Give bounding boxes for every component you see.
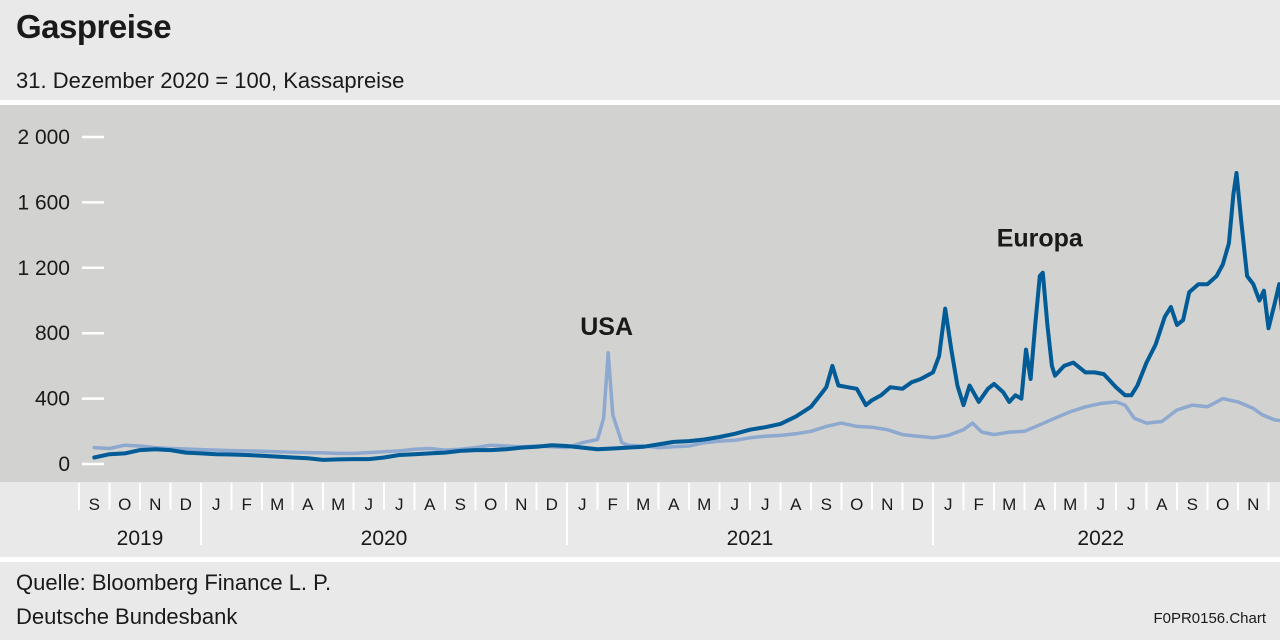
footer-divider <box>0 557 1280 562</box>
x-month-label: M <box>1063 495 1077 514</box>
x-month-label: J <box>1097 495 1106 514</box>
x-month-label: F <box>608 495 618 514</box>
plot-background <box>0 105 1280 482</box>
x-month-label: F <box>974 495 984 514</box>
x-month-label: M <box>636 495 650 514</box>
series-annotation: USA <box>580 313 633 341</box>
x-month-label: F <box>242 495 252 514</box>
chart-title: Gaspreise <box>16 8 172 45</box>
y-tick-label: 1 600 <box>17 191 70 214</box>
x-year-label: 2021 <box>727 527 774 550</box>
source-text: Quelle: Bloomberg Finance L. P. <box>16 570 332 595</box>
y-axis: 0 400 800 1 200 1 600 2 000 <box>17 126 104 476</box>
y-tick-label: 0 <box>58 453 70 476</box>
x-axis: S O N D J F M A M J J A S O N D J F M A M J J A S O N D J F M A M J J A S O N2… <box>78 483 1270 550</box>
x-month-label: N <box>149 495 161 514</box>
x-month-label: A <box>668 495 680 514</box>
header-divider <box>0 100 1280 105</box>
x-month-label: D <box>912 495 924 514</box>
y-tick-label: 1 200 <box>17 257 70 280</box>
x-month-label: M <box>331 495 345 514</box>
x-year-label: 2022 <box>1077 527 1124 550</box>
y-tick-label: 2 000 <box>17 126 70 149</box>
x-month-label: A <box>1034 495 1046 514</box>
x-month-label: J <box>365 495 374 514</box>
chart-id: F0PR0156.Chart <box>1153 610 1266 627</box>
x-month-label: J <box>578 495 587 514</box>
x-month-label: A <box>424 495 436 514</box>
x-month-label: S <box>1187 495 1198 514</box>
chart-subtitle: 31. Dezember 2020 = 100, Kassapreise <box>16 68 405 93</box>
x-month-label: S <box>821 495 832 514</box>
series-annotation: Europa <box>997 225 1084 253</box>
x-year-label: 2020 <box>361 527 408 550</box>
x-month-label: N <box>881 495 893 514</box>
x-month-label: O <box>118 495 131 514</box>
series-layer <box>92 171 1280 462</box>
x-month-label: O <box>484 495 497 514</box>
x-month-label: J <box>212 495 221 514</box>
series-line-europa <box>92 171 1280 462</box>
x-month-label: J <box>944 495 953 514</box>
x-month-label: J <box>761 495 770 514</box>
x-month-label: D <box>180 495 192 514</box>
y-tick-label: 400 <box>35 388 70 411</box>
x-month-label: A <box>790 495 802 514</box>
x-month-label: M <box>270 495 284 514</box>
x-month-label: M <box>697 495 711 514</box>
x-month-label: J <box>731 495 740 514</box>
x-month-label: A <box>1156 495 1168 514</box>
y-tick-label: 800 <box>35 322 70 345</box>
x-month-label: D <box>546 495 558 514</box>
x-month-label: S <box>455 495 466 514</box>
series-line-usa <box>92 351 1280 456</box>
x-month-label: N <box>515 495 527 514</box>
x-month-label: A <box>302 495 314 514</box>
annotations: USA Europa <box>580 225 1084 341</box>
x-month-label: J <box>395 495 404 514</box>
x-month-label: N <box>1247 495 1259 514</box>
x-year-label: 2019 <box>117 527 164 550</box>
publisher-text: Deutsche Bundesbank <box>16 604 238 629</box>
x-month-label: O <box>1216 495 1229 514</box>
x-month-label: M <box>1002 495 1016 514</box>
x-month-label: J <box>1127 495 1136 514</box>
x-month-label: O <box>850 495 863 514</box>
x-month-label: S <box>89 495 100 514</box>
